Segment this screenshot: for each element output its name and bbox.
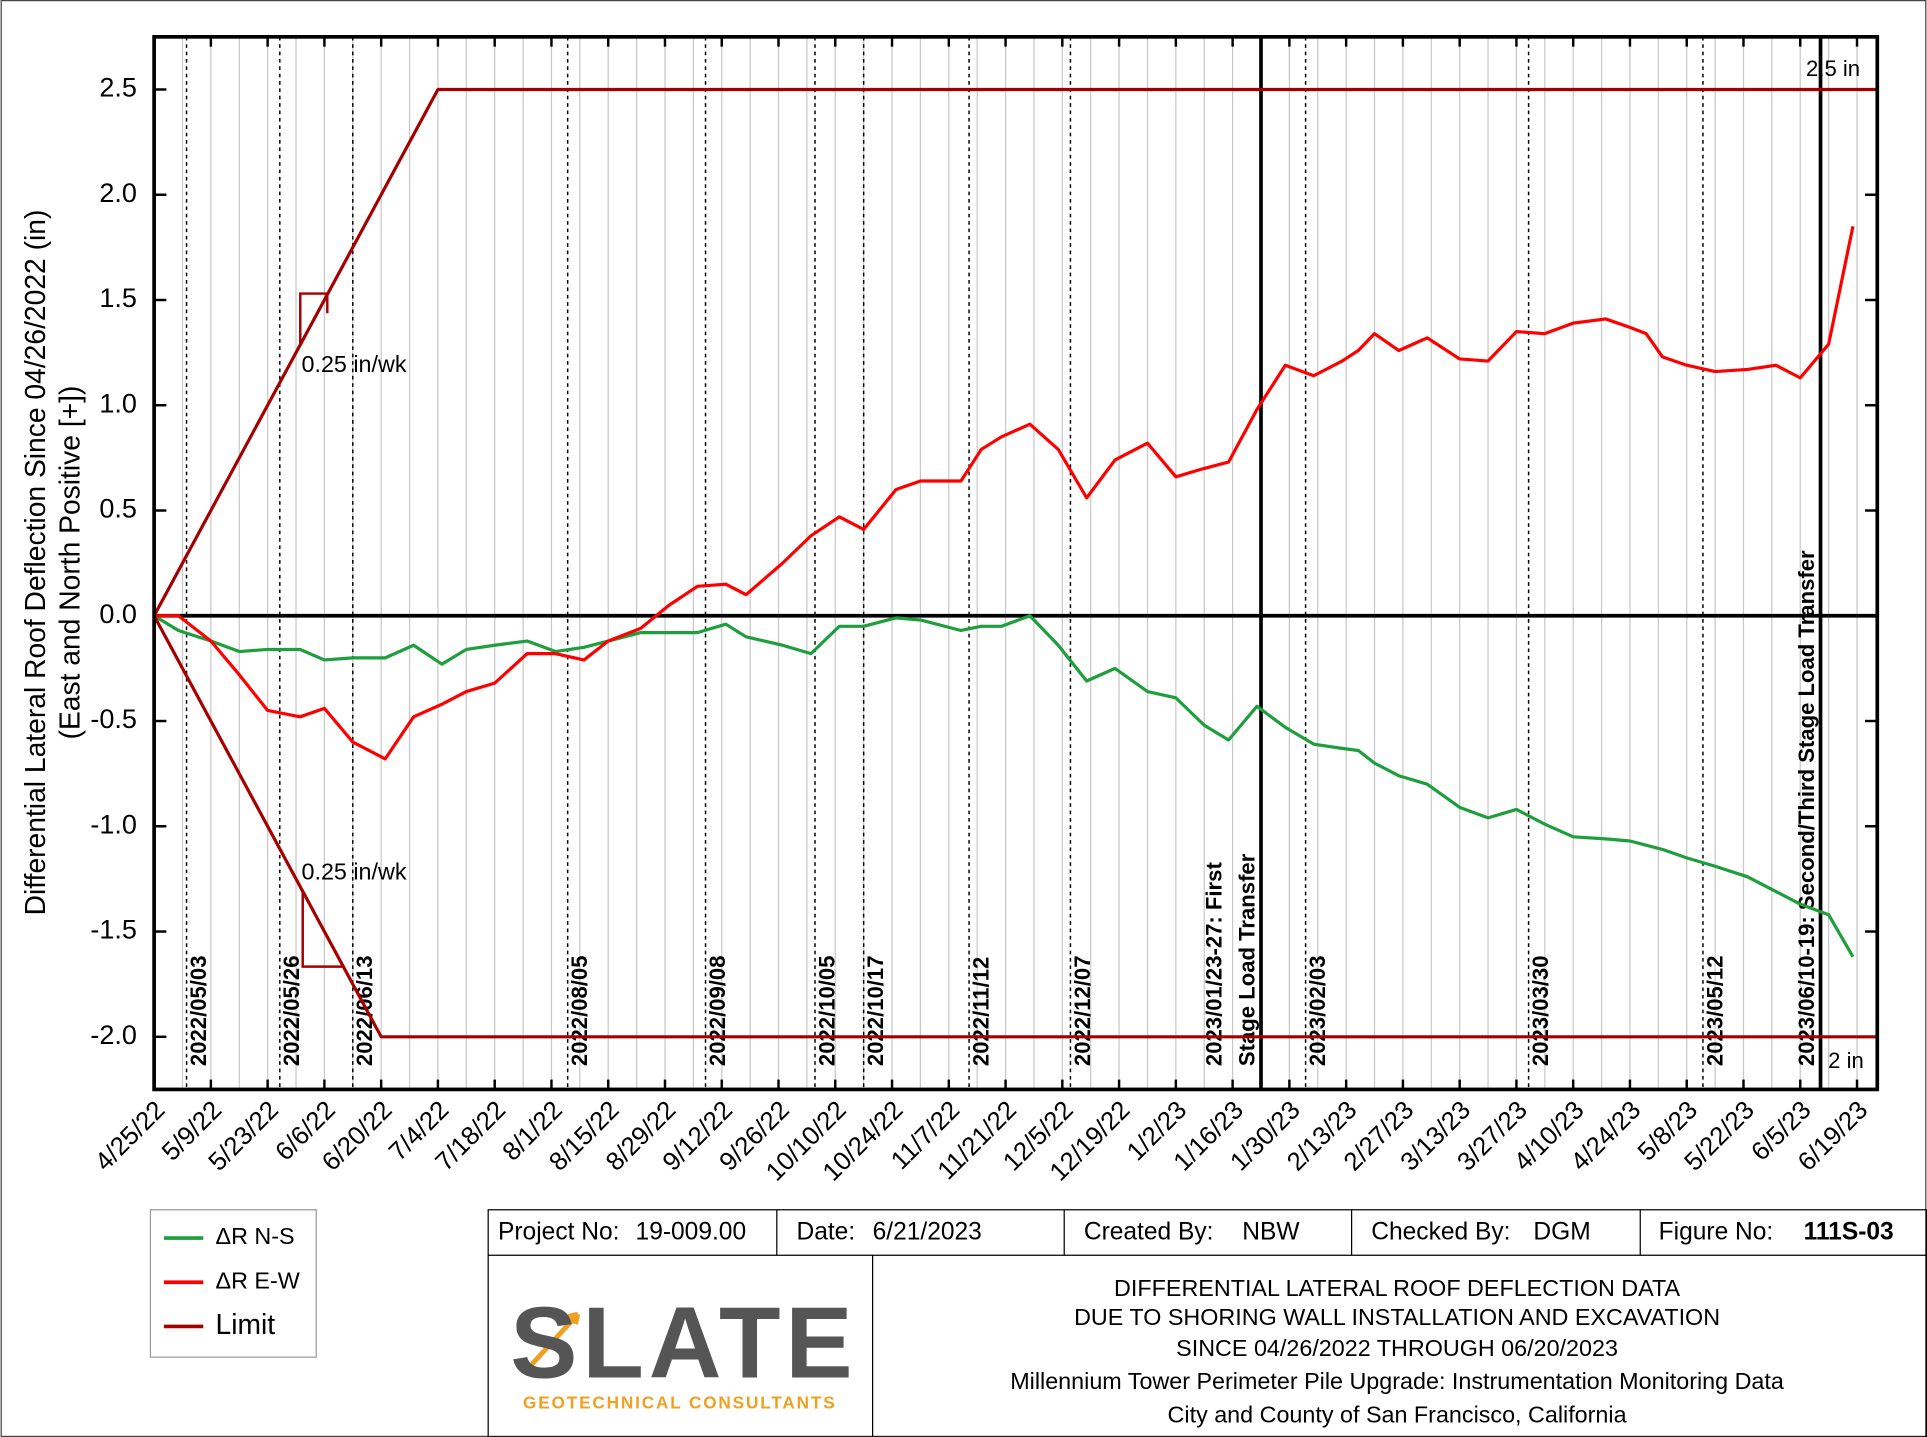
event-label: 2023/05/12: [1702, 956, 1727, 1067]
y-tick-label: 1.5: [99, 283, 137, 313]
created-label: Created By:: [1084, 1219, 1214, 1246]
series-line: [152, 87, 1878, 1039]
annotation: 2.5 in: [1806, 56, 1860, 81]
created-by: NBW: [1242, 1219, 1300, 1246]
description-line: Millennium Tower Perimeter Pile Upgrade:…: [1010, 1368, 1784, 1394]
event-label: 2023/02/03: [1305, 956, 1330, 1067]
project-number: 19-009.00: [636, 1219, 747, 1246]
event-label: 2023/01/23-27: First: [1201, 862, 1226, 1067]
y-tick-label: -1.5: [90, 915, 137, 945]
event-label: 2023/06/10-19: Second/Third Stage Load T…: [1794, 550, 1819, 1066]
series-line: [154, 225, 1855, 761]
y-tick-label: 2.5: [99, 73, 137, 103]
event-label: 2022/12/07: [1070, 956, 1095, 1067]
event-label: 2022/06/13: [352, 956, 377, 1067]
event-label: 2022/10/17: [863, 956, 888, 1067]
title-block-border: [487, 1209, 1927, 1437]
date: 6/21/2023: [873, 1219, 982, 1246]
y-tick-label: -2.0: [90, 1020, 137, 1050]
figure-label: Figure No:: [1659, 1219, 1774, 1246]
logo-arrow: [521, 1311, 581, 1375]
event-label: 2022/05/03: [186, 956, 211, 1067]
legend-label: ΔR E-W: [216, 1267, 300, 1293]
y-tick-label: -0.5: [90, 704, 137, 734]
description-line: DIFFERENTIAL LATERAL ROOF DEFLECTION DAT…: [1114, 1275, 1680, 1301]
figure-number: 111S-03: [1804, 1219, 1894, 1246]
date-label: Date:: [796, 1219, 855, 1246]
logo-tagline: GEOTECHNICAL CONSULTANTS: [523, 1392, 836, 1412]
annotation: 2 in: [1828, 1048, 1864, 1073]
y-tick-label: 0.0: [99, 599, 137, 629]
legend-label: Limit: [216, 1308, 276, 1340]
event-label: 2022/11/12: [968, 957, 993, 1066]
y-tick-label: -1.0: [90, 809, 137, 839]
description-line: SINCE 04/26/2022 THROUGH 06/20/2023: [1176, 1335, 1618, 1361]
title-block-grid: [487, 1209, 1927, 1437]
series-line: [153, 614, 1855, 958]
annotation: 0.25 in/wk: [301, 351, 406, 377]
y-axis-label: (East and North Positive [+]): [53, 386, 85, 740]
checked-label: Checked By:: [1371, 1219, 1510, 1246]
y-tick-label: 1.0: [99, 388, 137, 418]
y-axis-label: Differential Lateral Roof Deflection Sin…: [19, 210, 51, 916]
legend-label: ΔR N-S: [216, 1223, 295, 1249]
slope-triangle: [301, 890, 345, 968]
event-label: Stage Load Transfer: [1235, 853, 1260, 1066]
plot-frame: [152, 35, 1880, 1092]
checked-by: DGM: [1533, 1219, 1590, 1246]
description-line: City and County of San Francisco, Califo…: [1168, 1401, 1627, 1427]
annotation: 0.25 in/wk: [301, 858, 406, 884]
event-label: 2022/09/08: [705, 956, 730, 1067]
description-line: DUE TO SHORING WALL INSTALLATION AND EXC…: [1074, 1304, 1720, 1330]
logo: SLATE: [510, 1288, 857, 1400]
slope-triangle: [299, 292, 329, 347]
y-tick-label: 2.0: [99, 178, 137, 208]
legend: ΔR N-S ΔR E-W Limit: [163, 1223, 300, 1340]
project-label: Project No:: [498, 1219, 619, 1246]
event-label: 2023/03/30: [1528, 956, 1553, 1067]
event-label: 2022/05/26: [279, 956, 304, 1067]
y-tick-label: 0.5: [99, 494, 137, 524]
event-label: 2022/10/05: [814, 956, 839, 1067]
event-label: 2022/08/05: [567, 956, 592, 1067]
